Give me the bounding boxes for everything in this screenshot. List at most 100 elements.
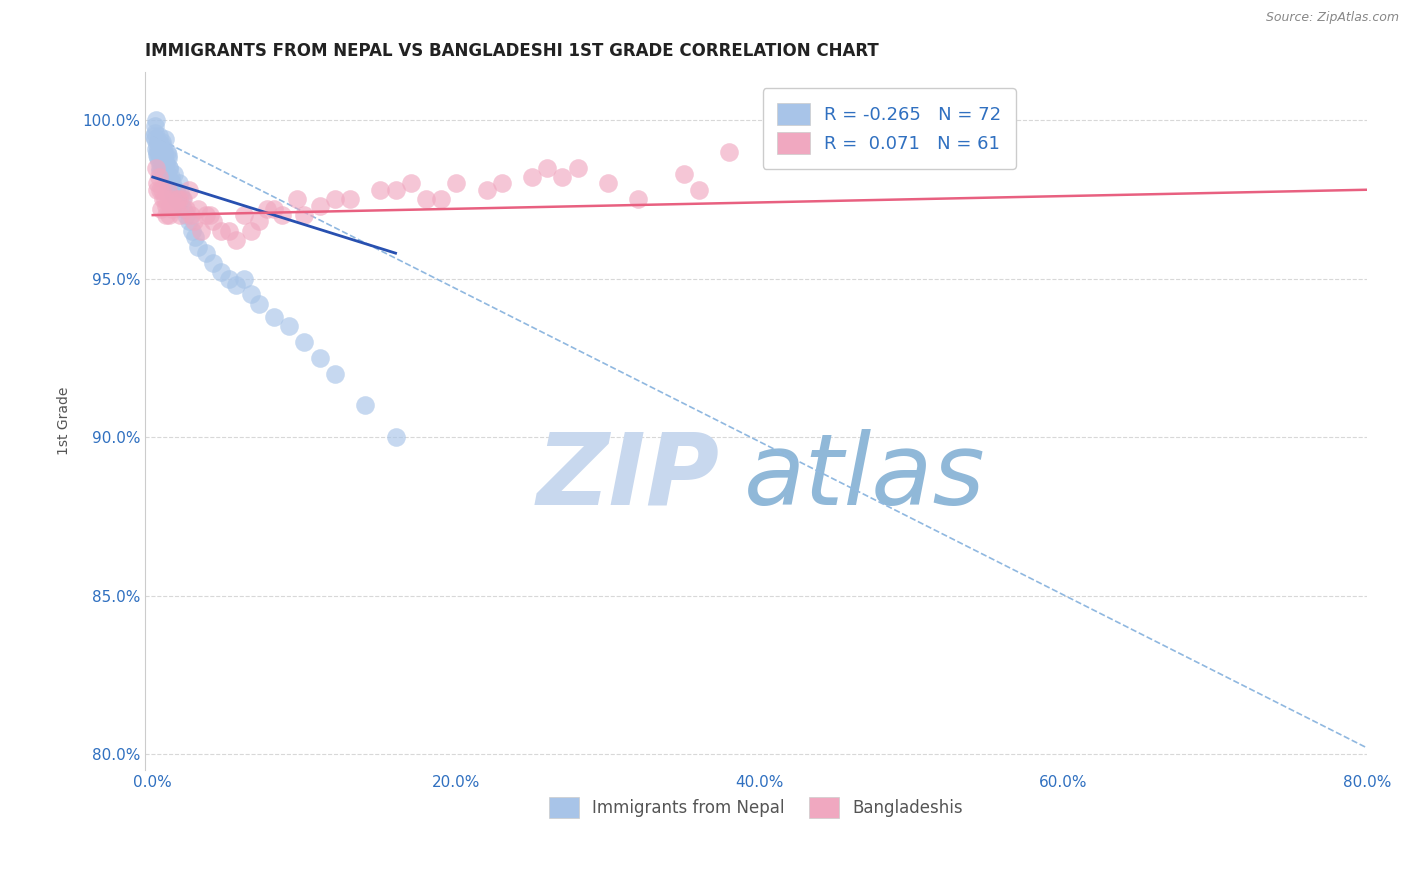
Legend: Immigrants from Nepal, Bangladeshis: Immigrants from Nepal, Bangladeshis	[541, 791, 970, 824]
Point	[551, 170, 574, 185]
Point	[256, 202, 278, 216]
Point	[200, 208, 222, 222]
Point	[179, 183, 201, 197]
Point	[567, 161, 589, 175]
Point	[156, 145, 179, 159]
Point	[145, 138, 167, 153]
Point	[354, 398, 377, 412]
Point	[232, 271, 254, 285]
Point	[146, 151, 169, 165]
Text: atlas: atlas	[744, 428, 986, 525]
Point	[270, 208, 292, 222]
Point	[156, 170, 179, 185]
Point	[153, 167, 176, 181]
Point	[165, 183, 187, 197]
Point	[415, 192, 437, 206]
Point	[370, 183, 392, 197]
Point	[232, 208, 254, 222]
Point	[149, 151, 172, 165]
Point	[294, 334, 316, 349]
Point	[152, 154, 174, 169]
Point	[247, 214, 270, 228]
Point	[153, 154, 176, 169]
Point	[156, 148, 179, 162]
Point	[163, 189, 186, 203]
Point	[150, 161, 173, 175]
Text: IMMIGRANTS FROM NEPAL VS BANGLADESHI 1ST GRADE CORRELATION CHART: IMMIGRANTS FROM NEPAL VS BANGLADESHI 1ST…	[145, 42, 879, 60]
Text: Source: ZipAtlas.com: Source: ZipAtlas.com	[1265, 11, 1399, 24]
Point	[160, 179, 183, 194]
Point	[169, 186, 191, 200]
Point	[240, 287, 263, 301]
Point	[166, 192, 188, 206]
Y-axis label: 1st Grade: 1st Grade	[58, 387, 72, 456]
Point	[152, 157, 174, 171]
Point	[162, 186, 184, 200]
Point	[446, 177, 468, 191]
Point	[209, 224, 232, 238]
Point	[225, 277, 247, 292]
Point	[179, 214, 201, 228]
Point	[240, 224, 263, 238]
Point	[150, 135, 173, 149]
Point	[278, 319, 301, 334]
Point	[225, 234, 247, 248]
Point	[150, 183, 173, 197]
Point	[150, 138, 173, 153]
Point	[162, 177, 184, 191]
Point	[148, 154, 170, 169]
Point	[184, 230, 207, 244]
Point	[627, 192, 650, 206]
Point	[475, 183, 498, 197]
Point	[308, 198, 330, 212]
Point	[209, 265, 232, 279]
Point	[167, 192, 190, 206]
Point	[308, 351, 330, 365]
Point	[155, 208, 177, 222]
Point	[174, 202, 197, 216]
Point	[688, 183, 710, 197]
Point	[159, 161, 181, 175]
Point	[163, 167, 186, 181]
Point	[145, 132, 167, 146]
Point	[159, 173, 181, 187]
Point	[146, 177, 169, 191]
Point	[150, 145, 173, 159]
Point	[596, 177, 619, 191]
Point	[153, 192, 176, 206]
Point	[672, 167, 695, 181]
Point	[202, 214, 225, 228]
Point	[172, 192, 194, 206]
Point	[165, 198, 187, 212]
Point	[145, 161, 167, 175]
Point	[143, 128, 166, 143]
Point	[153, 132, 176, 146]
Point	[159, 208, 181, 222]
Point	[202, 255, 225, 269]
Point	[143, 126, 166, 140]
Point	[294, 208, 316, 222]
Point	[263, 310, 285, 324]
Point	[194, 246, 217, 260]
Point	[148, 128, 170, 143]
Point	[323, 192, 346, 206]
Point	[172, 202, 194, 216]
Point	[399, 177, 422, 191]
Point	[247, 297, 270, 311]
Point	[718, 145, 741, 159]
Point	[143, 120, 166, 134]
Point	[148, 170, 170, 185]
Point	[323, 367, 346, 381]
Point	[156, 151, 179, 165]
Point	[157, 161, 180, 175]
Point	[146, 148, 169, 162]
Point	[181, 224, 204, 238]
Point	[160, 170, 183, 185]
Point	[491, 177, 513, 191]
Point	[384, 183, 406, 197]
Point	[520, 170, 543, 185]
Point	[156, 183, 179, 197]
Point	[167, 177, 190, 191]
Point	[146, 135, 169, 149]
Point	[152, 145, 174, 159]
